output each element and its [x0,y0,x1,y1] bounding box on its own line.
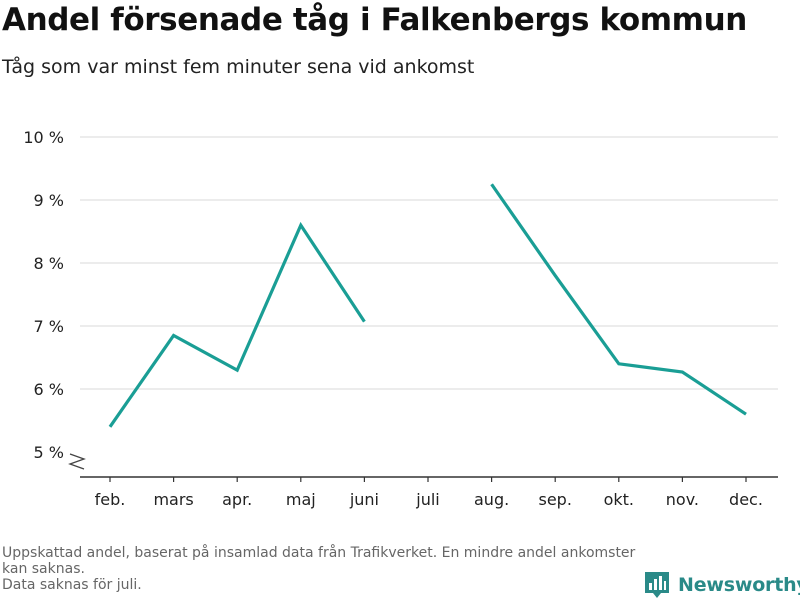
x-tick-label: aug. [474,490,509,509]
line-chart: 5 % 6 % 7 % 8 % 9 % 10 % feb. mars apr. maj juni ju… [23,128,778,509]
y-tick-label: 9 % [34,191,64,210]
data-point [490,183,493,186]
footnote: Uppskattad andel, baserat på insamlad da… [2,545,642,593]
x-tick-label: juni [349,490,379,509]
data-point [681,370,684,373]
newsworthy-logo-icon [645,572,669,598]
x-tick-label: apr. [222,490,252,509]
series-line-segment [108,221,366,428]
data-point [236,369,239,372]
x-tick-label: nov. [666,490,699,509]
chart-title: Andel försenade tåg i Falkenbergs kommun [2,2,747,38]
x-tick-label: feb. [95,490,126,509]
data-point [617,362,620,365]
data-point [363,320,366,323]
newsworthy-logo-text: Newsworthy [678,574,800,596]
x-tick-label: mars [153,490,193,509]
x-tick-label: juli [415,490,439,509]
x-tick-label: maj [286,490,316,509]
y-axis-break-marker [68,453,86,470]
chart-subtitle: Tåg som var minst fem minuter sena vid a… [2,56,475,78]
y-tick-label: 7 % [34,317,64,336]
series-line-segment [490,183,747,416]
newsworthy-logo: Newsworthy [644,570,800,600]
data-point [554,274,557,277]
data-point [108,425,111,428]
x-tick-label: okt. [604,490,634,509]
data-point [299,224,302,227]
y-tick-label: 5 % [34,443,64,462]
x-tick-label: dec. [729,490,763,509]
y-tick-label: 6 % [34,380,64,399]
footnote-line-missing: Data saknas för juli. [2,577,142,593]
y-tick-label: 8 % [34,254,64,273]
x-tick-label: sep. [538,490,571,509]
data-point [172,334,175,337]
footnote-line-source: Uppskattad andel, baserat på insamlad da… [2,545,636,577]
data-point [744,413,747,416]
y-tick-label: 10 % [23,128,64,147]
